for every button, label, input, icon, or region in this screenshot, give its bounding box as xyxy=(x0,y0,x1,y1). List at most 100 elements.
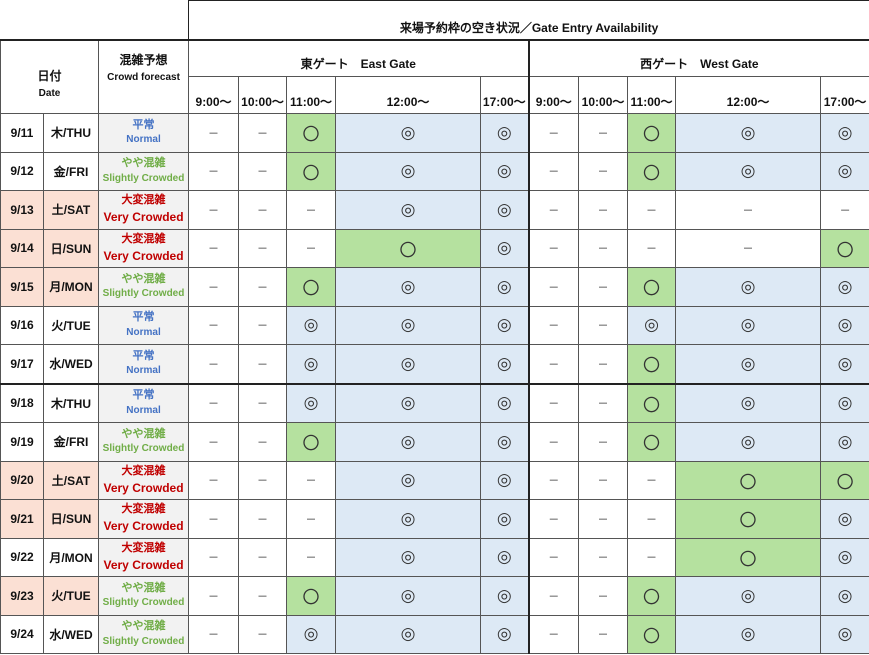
unavailable-dash-icon: － xyxy=(208,629,220,642)
unavailable-dash-icon: － xyxy=(208,513,220,526)
west-slot-cell: ◎ xyxy=(820,499,869,539)
east-slot-cell: ◎ xyxy=(480,460,530,500)
west-slot-cell: － xyxy=(527,382,580,423)
date-header-jp: 日付 xyxy=(37,68,62,83)
east-slot-cell: － xyxy=(188,576,240,616)
west-slot-cell: － xyxy=(578,422,629,462)
west-time-header: 10:00～ xyxy=(578,76,629,114)
unavailable-dash-icon: － xyxy=(548,398,560,411)
double-circle-icon: ◎ xyxy=(740,276,756,296)
west-slot-cell: 〇 xyxy=(627,267,677,307)
date-cell: 9/14 xyxy=(0,228,44,268)
east-slot-cell: － xyxy=(188,151,240,191)
east-slot-cell: － xyxy=(238,190,288,230)
west-slot-cell: ◎ xyxy=(675,151,822,191)
double-circle-icon: ◎ xyxy=(496,238,512,258)
unavailable-dash-icon: － xyxy=(257,281,269,294)
west-slot-cell: 〇 xyxy=(627,422,677,462)
west-slot-cell: ◎ xyxy=(820,305,869,345)
east-slot-cell: － xyxy=(188,344,240,384)
single-circle-icon: 〇 xyxy=(399,240,417,260)
east-slot-cell: ◎ xyxy=(335,190,482,230)
double-circle-icon: ◎ xyxy=(400,624,416,644)
table-row: 9/21 日/SUN 大変混雑 Very Crowded － － － ◎ ◎ － － － 〇 ◎ xyxy=(0,499,869,539)
unavailable-dash-icon: － xyxy=(597,436,609,449)
double-circle-icon: ◎ xyxy=(303,315,319,335)
east-slot-cell: － xyxy=(286,228,337,268)
double-circle-icon: ◎ xyxy=(740,122,756,142)
unavailable-dash-icon: － xyxy=(597,552,609,565)
east-slot-cell: － xyxy=(188,614,240,654)
west-time-header: 17:00～ xyxy=(820,76,869,114)
crowd-label-jp: 大変混雑 xyxy=(121,194,166,207)
day-cell: 木/THU xyxy=(43,382,99,423)
crowd-label-en: Very Crowded xyxy=(103,480,184,495)
east-slot-cell: － xyxy=(238,614,288,654)
crowd-forecast-cell: 平常 Normal xyxy=(97,344,190,384)
double-circle-icon: ◎ xyxy=(496,315,512,335)
east-slot-cell: ◎ xyxy=(286,305,337,345)
double-circle-icon: ◎ xyxy=(837,161,853,181)
west-slot-cell: － xyxy=(527,267,580,307)
double-circle-icon: ◎ xyxy=(496,624,512,644)
unavailable-dash-icon: － xyxy=(257,204,269,217)
crowd-label-en: Very Crowded xyxy=(103,248,184,263)
date-cell: 9/13 xyxy=(0,190,44,230)
west-slot-cell: － xyxy=(578,537,629,577)
west-slot-cell: － xyxy=(527,614,580,654)
west-slot-cell: － xyxy=(578,305,629,345)
west-slot-cell: － xyxy=(578,576,629,616)
single-circle-icon: 〇 xyxy=(302,125,320,145)
crowd-forecast-cell: やや混雑 Slightly Crowded xyxy=(97,614,190,654)
east-slot-cell: － xyxy=(238,113,288,153)
day-cell: 水/WED xyxy=(43,614,99,654)
double-circle-icon: ◎ xyxy=(837,353,853,373)
unavailable-dash-icon: － xyxy=(257,552,269,565)
east-time-header: 9:00～ xyxy=(188,76,240,114)
day-cell: 月/MON xyxy=(43,537,99,577)
table-row: 9/13 土/SAT 大変混雑 Very Crowded － － － ◎ ◎ － － － － － xyxy=(0,190,869,230)
west-slot-cell: 〇 xyxy=(820,228,869,268)
day-cell: 木/THU xyxy=(43,113,99,153)
table-row: 9/18 木/THU 平常 Normal － － ◎ ◎ ◎ － － 〇 ◎ ◎ xyxy=(0,382,869,423)
east-slot-cell: 〇 xyxy=(286,113,337,153)
unavailable-dash-icon: － xyxy=(646,243,658,256)
east-slot-cell: ◎ xyxy=(335,305,482,345)
unavailable-dash-icon: － xyxy=(305,243,317,256)
unavailable-dash-icon: － xyxy=(548,127,560,140)
unavailable-dash-icon: － xyxy=(742,243,754,256)
west-slot-cell: 〇 xyxy=(675,460,822,500)
single-circle-icon: 〇 xyxy=(643,434,661,454)
double-circle-icon: ◎ xyxy=(496,353,512,373)
day-cell: 火/TUE xyxy=(43,576,99,616)
crowd-label-en: Normal xyxy=(126,404,161,416)
double-circle-icon: ◎ xyxy=(400,470,416,490)
single-circle-icon: 〇 xyxy=(643,125,661,145)
west-slot-cell: － xyxy=(527,576,580,616)
west-slot-cell: 〇 xyxy=(627,113,677,153)
day-cell: 火/TUE xyxy=(43,305,99,345)
double-circle-icon: ◎ xyxy=(400,585,416,605)
double-circle-icon: ◎ xyxy=(496,547,512,567)
east-slot-cell: ◎ xyxy=(286,344,337,384)
date-cell: 9/20 xyxy=(0,460,44,500)
west-slot-cell: － xyxy=(627,537,677,577)
date-cell: 9/19 xyxy=(0,422,44,462)
unavailable-dash-icon: － xyxy=(597,475,609,488)
east-slot-cell: ◎ xyxy=(335,113,482,153)
west-gate-header: 西ゲート West Gate xyxy=(527,39,869,77)
unavailable-dash-icon: － xyxy=(257,243,269,256)
crowd-forecast-cell: やや混雑 Slightly Crowded xyxy=(97,151,190,191)
day-cell: 日/SUN xyxy=(43,499,99,539)
double-circle-icon: ◎ xyxy=(400,353,416,373)
table-row: 9/15 月/MON やや混雑 Slightly Crowded － － 〇 ◎ ◎ － － 〇 ◎ ◎ xyxy=(0,267,869,307)
unavailable-dash-icon: － xyxy=(597,281,609,294)
east-slot-cell: ◎ xyxy=(335,151,482,191)
single-circle-icon: 〇 xyxy=(836,472,854,492)
crowd-label-en: Slightly Crowded xyxy=(102,597,185,609)
west-slot-cell: 〇 xyxy=(627,344,677,384)
west-slot-cell: － xyxy=(627,460,677,500)
east-slot-cell: － xyxy=(238,422,288,462)
unavailable-dash-icon: － xyxy=(597,358,609,371)
